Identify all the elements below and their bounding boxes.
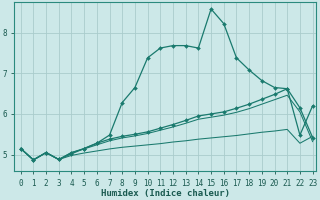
X-axis label: Humidex (Indice chaleur): Humidex (Indice chaleur)	[101, 189, 230, 198]
